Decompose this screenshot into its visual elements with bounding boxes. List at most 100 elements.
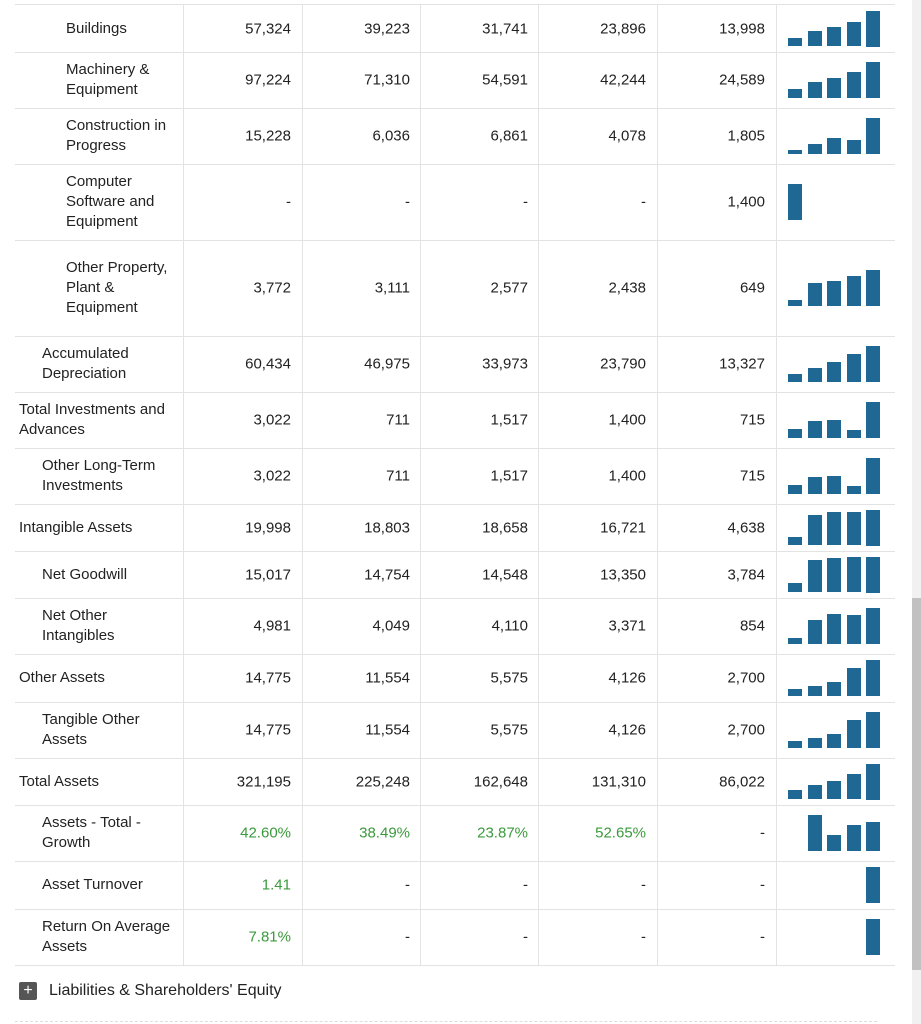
value-cell: - [405, 928, 410, 946]
column-divider [183, 654, 184, 702]
value-cell: 38.49% [359, 824, 410, 842]
sparkline-bar [807, 421, 822, 438]
expand-icon[interactable]: + [19, 982, 37, 1000]
column-divider [776, 164, 777, 240]
value-cell: 14,754 [364, 566, 410, 583]
value-cell: - [523, 193, 528, 211]
sparkline-bar [807, 282, 822, 306]
value-cell: 854 [739, 617, 765, 635]
row-label: Other Property, Plant & Equipment [66, 259, 168, 316]
value-cell: 18,658 [482, 519, 528, 536]
column-divider [538, 164, 539, 240]
column-divider [183, 861, 184, 909]
column-divider [302, 758, 303, 805]
column-divider [776, 702, 777, 758]
sparkline-bar [866, 608, 881, 644]
column-divider [776, 504, 777, 551]
sparkline-bar [866, 763, 881, 800]
value-cell: 5,575 [490, 721, 528, 739]
column-divider [538, 52, 539, 108]
column-divider [302, 108, 303, 164]
sparkline-bar [827, 557, 842, 593]
table-row: Buildings 57,324 39,223 31,741 23,896 13,998 [15, 5, 895, 53]
value-cell: 7.81% [248, 928, 291, 946]
sparkline-bar [866, 270, 881, 306]
column-divider [420, 336, 421, 392]
value-cell: 2,577 [490, 279, 528, 297]
value-cell: 1,805 [727, 127, 765, 145]
column-divider [776, 805, 777, 861]
value-cell: 321,195 [236, 773, 291, 790]
sparkline-bar [827, 281, 842, 306]
sparkline-bar [866, 919, 881, 955]
sparkline-bar [788, 689, 802, 696]
value-cell: - [641, 193, 646, 211]
row-label: Computer Software and Equipment [66, 173, 155, 230]
table-row: Assets - Total - Growth 42.60% 38.49% 23.87… [15, 805, 895, 862]
column-divider [776, 448, 777, 504]
column-divider [538, 551, 539, 598]
sparkline-bar [827, 511, 842, 546]
value-cell: 42.60% [240, 824, 291, 842]
column-divider [183, 504, 184, 551]
table-top-border [15, 4, 895, 5]
column-divider [183, 336, 184, 392]
sparkline-bar [807, 685, 822, 696]
value-cell: 3,371 [608, 617, 646, 635]
column-divider [183, 448, 184, 504]
value-cell: 131,310 [591, 773, 646, 790]
section-title[interactable]: Liabilities & Shareholders' Equity [49, 982, 282, 999]
sparkline-bar [866, 118, 881, 154]
value-cell: 4,126 [608, 721, 646, 739]
column-divider [183, 702, 184, 758]
sparkline-bar [788, 88, 802, 98]
sparkline-bar [846, 276, 861, 306]
value-cell: 16,721 [600, 519, 646, 536]
column-divider [657, 551, 658, 598]
column-divider [538, 240, 539, 336]
value-cell: 5,575 [490, 669, 528, 687]
value-cell: 649 [739, 279, 765, 297]
value-cell: 39,223 [364, 20, 410, 37]
column-divider [657, 654, 658, 702]
value-cell: - [760, 928, 765, 946]
column-divider [538, 5, 539, 52]
sparkline-bar [788, 637, 802, 644]
scrollbar-thumb[interactable] [912, 598, 921, 970]
column-divider [776, 551, 777, 598]
sparkline-bar [846, 429, 861, 438]
value-cell: 711 [386, 411, 410, 429]
sparkline-bar [866, 712, 881, 748]
column-divider [183, 598, 184, 654]
section-toggle[interactable]: + Liabilities & Shareholders' Equity [19, 982, 282, 1000]
column-divider [420, 240, 421, 336]
sparkline-bar [827, 419, 842, 438]
column-divider [183, 52, 184, 108]
value-cell: 3,784 [727, 566, 765, 583]
column-divider [657, 392, 658, 448]
sparkline-bar [827, 137, 842, 154]
sparkline-bar [846, 511, 861, 546]
value-cell: 14,775 [245, 721, 291, 739]
column-divider [776, 861, 777, 909]
column-divider [776, 336, 777, 392]
row-label: Buildings [66, 19, 127, 37]
table-row: Construction in Progress 15,228 6,036 6,861… [15, 108, 895, 165]
sparkline-bar [866, 821, 881, 851]
value-cell: - [523, 876, 528, 894]
column-divider [420, 52, 421, 108]
scrollbar-track[interactable] [912, 0, 921, 1024]
value-cell: 1,400 [727, 193, 765, 211]
column-divider [776, 5, 777, 52]
column-divider [420, 164, 421, 240]
table-row: Other Assets 14,775 11,554 5,575 4,126 2,700 [15, 654, 895, 703]
column-divider [657, 702, 658, 758]
table-row: Accumulated Depreciation 60,434 46,975 33,9… [15, 336, 895, 393]
value-cell: 4,981 [253, 617, 291, 635]
column-divider [420, 805, 421, 861]
sparkline-bar [788, 149, 802, 154]
sparkline-bar [807, 619, 822, 644]
value-cell: 97,224 [245, 71, 291, 89]
column-divider [183, 909, 184, 965]
value-cell: 1,400 [608, 467, 646, 485]
